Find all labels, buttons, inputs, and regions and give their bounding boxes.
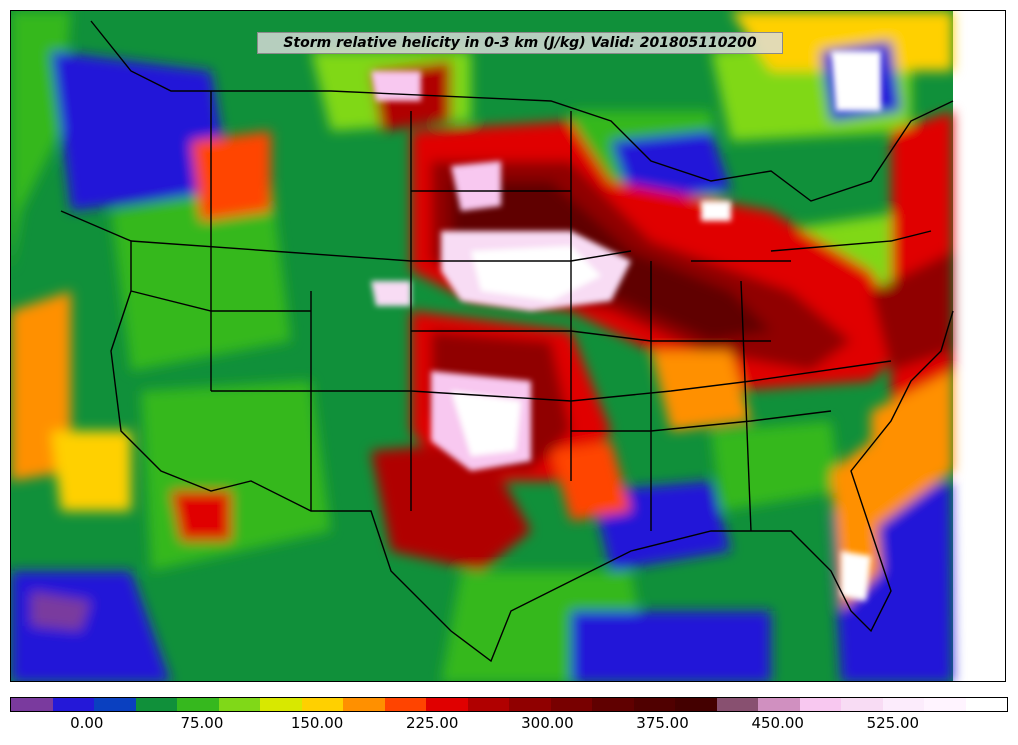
colorbar-tick-label: 525.00: [866, 714, 920, 732]
map-title: Storm relative helicity in 0-3 km (J/kg)…: [257, 32, 783, 54]
colorbar-tick-label: 300.00: [521, 714, 574, 732]
colorbar-swatch: [633, 698, 675, 711]
colorbar-swatch: [592, 698, 634, 711]
colorbar-swatch: [965, 698, 1007, 711]
colorbar-swatch: [177, 698, 219, 711]
colorbar-labels: 0.00 75.00 150.00 225.00 300.00 375.00 450.00 5…: [0, 714, 1018, 740]
colorbar-swatch: [841, 698, 883, 711]
colorbar-swatch: [260, 698, 302, 711]
colorbar-tick-label: 375.00: [636, 714, 689, 732]
colorbar-swatch: [882, 698, 924, 711]
colorbar-tick-label: 225.00: [405, 714, 459, 732]
colorbar-swatch: [509, 698, 551, 711]
colorbar-swatch: [94, 698, 136, 711]
colorbar-swatch: [758, 698, 800, 711]
colorbar-swatch: [135, 698, 177, 711]
colorbar-swatch: [11, 698, 53, 711]
colorbar-tick-label: 75.00: [180, 714, 224, 732]
colorbar-swatch: [52, 698, 94, 711]
colorbar-tick-label: 0.00: [70, 714, 104, 732]
colorbar-swatch: [467, 698, 509, 711]
colorbar-swatch: [218, 698, 260, 711]
colorbar-swatch: [343, 698, 385, 711]
no-data-area: [953, 11, 1005, 681]
colorbar-swatch: [426, 698, 468, 711]
colorbar-swatch: [301, 698, 343, 711]
helicity-map: [11, 11, 1005, 681]
colorbar-tick-label: 150.00: [290, 714, 344, 732]
map-panel: Storm relative helicity in 0-3 km (J/kg)…: [10, 10, 1006, 682]
boundaries: [60, 20, 954, 663]
colorbar: [10, 697, 1008, 712]
colorbar-swatch: [550, 698, 592, 711]
colorbar-swatch: [716, 698, 758, 711]
colorbar-swatch: [924, 698, 966, 711]
colorbar-swatch: [799, 698, 841, 711]
colorbar-swatch: [675, 698, 717, 711]
colorbar-swatch: [384, 698, 426, 711]
colorbar-tick-label: 450.00: [751, 714, 804, 732]
